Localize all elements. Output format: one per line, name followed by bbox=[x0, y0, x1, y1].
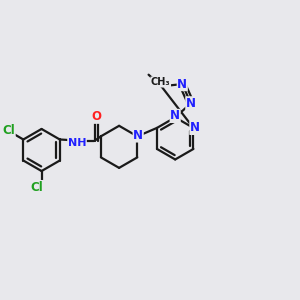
Text: N: N bbox=[186, 97, 196, 110]
Text: CH₃: CH₃ bbox=[151, 77, 170, 87]
Text: N: N bbox=[177, 78, 187, 91]
Text: N: N bbox=[190, 122, 200, 134]
Text: NH: NH bbox=[68, 138, 86, 148]
Text: N: N bbox=[170, 110, 180, 122]
Text: Cl: Cl bbox=[31, 181, 44, 194]
Text: O: O bbox=[92, 110, 101, 123]
Text: N: N bbox=[133, 129, 143, 142]
Text: Cl: Cl bbox=[2, 124, 15, 137]
